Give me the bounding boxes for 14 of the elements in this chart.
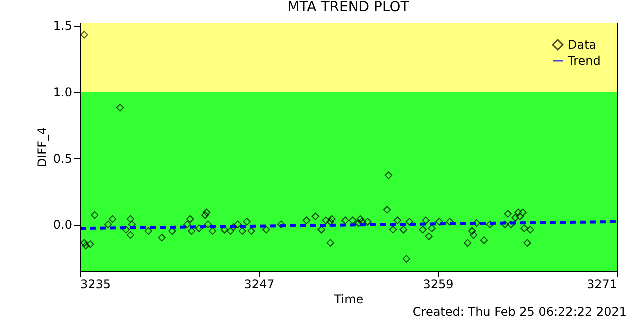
legend-label: Trend <box>567 54 601 68</box>
y-tick-label: 0.5 <box>53 152 72 166</box>
x-tick-label: 3247 <box>244 278 275 292</box>
x-tick-label: 3271 <box>586 278 618 292</box>
x-axis-title: Time <box>333 292 364 306</box>
x-tick-label: 3235 <box>80 278 112 292</box>
text: Created: Thu Feb 25 06:22:22 2021 <box>412 305 627 319</box>
y-tick-label: 1.5 <box>53 19 72 34</box>
y-axis-title: DIFF_4 <box>35 127 50 168</box>
y-tick-label: 1.0 <box>53 85 72 100</box>
legend-label: Data <box>568 38 597 52</box>
y-tick-label: 0.0 <box>53 218 72 232</box>
x-tick-label: 3259 <box>423 278 454 292</box>
chart-title: MTA TREND PLOT <box>288 0 410 16</box>
